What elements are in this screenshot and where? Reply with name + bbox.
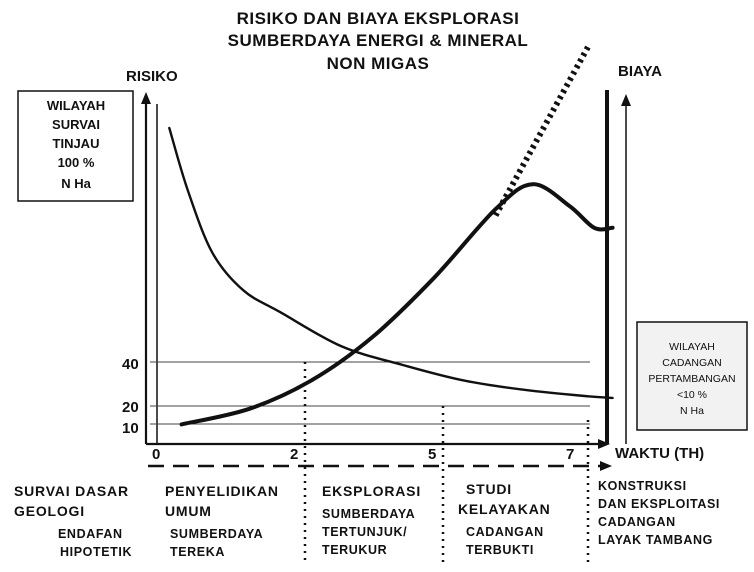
stage-konstruksi: KONSTRUKSI DAN EKSPLOITASI CADANGAN LAYA… [598,479,720,547]
risk-reference-lines [150,361,590,425]
time-axis-arrow-icon [598,439,610,449]
risk-axis-arrow-icon [141,92,151,104]
stage-title: KELAYAKAN [458,501,551,517]
survey-box-line: TINJAU [53,136,100,151]
stage-subtitle: TERUKUR [322,543,387,557]
mining-reserve-box-text: WILAYAH CADANGAN PERTAMBANGAN <10 % N Ha [648,341,735,417]
cost-curve [179,182,615,427]
stage-title: EKSPLORASI [322,483,421,499]
survey-box-line: N Ha [61,176,91,191]
stage-title: STUDI [466,481,512,497]
stage-timeline-arrow-icon [600,461,612,471]
stage-title: UMUM [165,503,212,519]
stage-title: PENYELIDIKAN [165,483,279,499]
stage-subtitle: HIPOTETIK [60,545,132,559]
reserve-box-line: N Ha [680,405,704,417]
mining-reserve-box [636,321,748,431]
stage-eksplorasi: EKSPLORASI SUMBERDAYA TERTUNJUK/ TERUKUR [322,483,421,557]
chart-title-line-1: RISIKO DAN BIAYA EKSPLORASI [237,9,520,28]
right-axis-label: BIAYA [618,63,662,80]
stage-subtitle: SUMBERDAYA [322,507,415,521]
reserve-box-line: <10 % [677,389,707,401]
x-tick-label: 2 [290,446,298,463]
left-axis-label: RISIKO [126,68,178,85]
stage-separators [303,362,590,565]
survey-box-line: SURVAI [52,117,100,132]
reserve-box-line: CADANGAN [662,357,722,369]
x-tick-label: 7 [566,446,574,463]
survey-box-line: 100 % [58,155,95,170]
chart-title-line-2: SUMBERDAYA ENERGI & MINERAL [228,31,529,50]
stage-title: CADANGAN [598,515,676,529]
cost-projection-dotted [492,45,591,217]
stage-title: GEOLOGI [14,503,85,519]
survey-area-box [17,90,134,202]
stage-subtitle: CADANGAN [466,525,544,539]
y-tick-label: 40 [122,356,139,373]
cost-axis-arrow-icon [621,94,631,106]
stage-subtitle: ENDAFAN [58,527,123,541]
chart-title-line-3: NON MIGAS [327,54,430,73]
stage-studi-kelayakan: STUDI KELAYAKAN CADANGAN TERBUKTI [458,481,551,557]
survey-area-box-text: WILAYAH SURVAI TINJAU 100 % N Ha [47,98,105,191]
stage-subtitle: TEREKA [170,545,225,559]
stage-title: SURVAI DASAR [14,483,129,499]
x-tick-label: 0 [152,446,160,463]
stage-penyelidikan-umum: PENYELIDIKAN UMUM SUMBERDAYA TEREKA [165,483,279,559]
x-axis-label: WAKTU (TH) [615,445,704,462]
survey-box-line: WILAYAH [47,98,105,113]
curves [168,45,615,427]
axes [141,90,631,449]
x-tick-label: 5 [428,446,436,463]
stage-title: LAYAK TAMBANG [598,533,713,547]
y-tick-label: 10 [122,420,139,437]
y-tick-label: 20 [122,399,139,416]
reserve-box-line: WILAYAH [669,341,715,353]
stage-subtitle: SUMBERDAYA [170,527,263,541]
stage-subtitle: TERBUKTI [466,543,534,557]
risk-curve [168,126,614,400]
reserve-box-line: PERTAMBANGAN [648,373,735,385]
stage-subtitle: TERTUNJUK/ [322,525,407,539]
stage-title: KONSTRUKSI [598,479,687,493]
stage-title: DAN EKSPLOITASI [598,497,720,511]
stage-survai-dasar: SURVAI DASAR GEOLOGI ENDAFAN HIPOTETIK [14,483,132,559]
